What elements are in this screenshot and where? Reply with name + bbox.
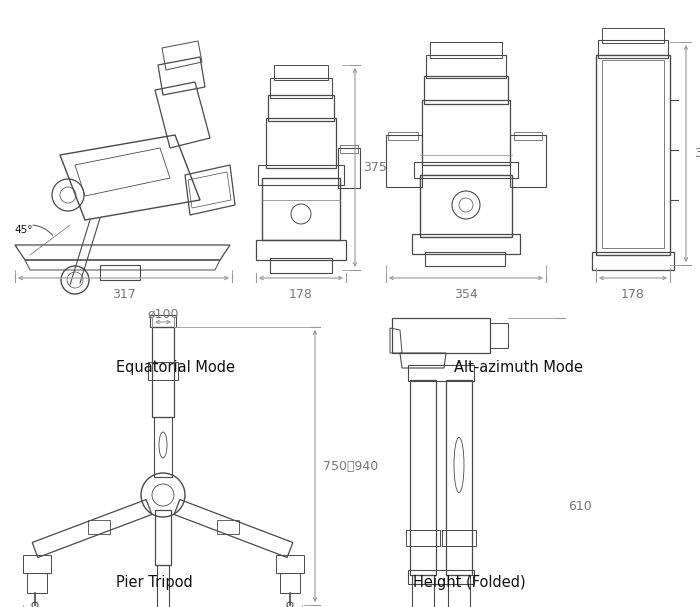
Text: Pier Tripod: Pier Tripod <box>116 575 192 590</box>
Bar <box>154 417 172 477</box>
Bar <box>338 148 360 188</box>
Bar <box>266 118 336 168</box>
Bar <box>592 252 674 270</box>
Text: 750～940: 750～940 <box>323 459 378 472</box>
Bar <box>602 60 664 248</box>
Text: 375: 375 <box>363 161 387 174</box>
Bar <box>422 100 510 165</box>
Text: Equatorial Mode: Equatorial Mode <box>116 360 234 375</box>
Bar <box>88 520 110 534</box>
Text: Alt-azimuth Mode: Alt-azimuth Mode <box>454 360 582 375</box>
Bar <box>270 78 332 98</box>
Bar <box>148 362 178 380</box>
Bar <box>27 573 47 593</box>
Bar <box>442 530 476 546</box>
Bar <box>262 178 340 240</box>
Text: 354: 354 <box>454 288 478 301</box>
Bar <box>410 380 436 575</box>
Bar <box>412 575 434 607</box>
Bar <box>598 40 668 58</box>
Bar <box>388 132 418 140</box>
Bar <box>152 327 174 417</box>
Bar <box>425 252 505 266</box>
Text: 610: 610 <box>568 500 592 513</box>
Bar <box>430 42 502 58</box>
Bar <box>100 265 140 280</box>
Bar <box>408 365 474 381</box>
Bar <box>490 323 508 348</box>
Bar <box>392 318 490 353</box>
Bar <box>23 555 51 573</box>
Bar <box>386 135 422 187</box>
Text: 178: 178 <box>621 288 645 301</box>
Text: ø100: ø100 <box>147 308 178 321</box>
Bar <box>424 76 508 104</box>
Bar <box>268 95 334 121</box>
Bar <box>155 510 171 565</box>
Bar <box>510 135 546 187</box>
Bar <box>446 380 472 575</box>
Bar <box>270 258 332 273</box>
Bar <box>408 570 474 584</box>
Bar <box>150 315 176 327</box>
Bar <box>276 555 304 573</box>
Bar <box>157 565 169 607</box>
Text: 317: 317 <box>111 288 135 301</box>
Bar <box>280 573 300 593</box>
Bar <box>448 575 470 607</box>
Text: Height (Folded): Height (Folded) <box>413 575 525 590</box>
Bar <box>340 145 358 153</box>
Bar <box>426 55 506 78</box>
Bar <box>420 175 512 237</box>
Bar <box>258 165 344 185</box>
Bar <box>274 65 328 80</box>
Text: 45°: 45° <box>14 225 32 235</box>
Text: 328: 328 <box>694 147 700 160</box>
Bar <box>406 530 440 546</box>
Bar <box>256 240 346 260</box>
Bar <box>596 55 670 255</box>
Text: 178: 178 <box>289 288 313 301</box>
Bar <box>514 132 542 140</box>
Bar <box>414 162 518 178</box>
Bar <box>412 234 520 254</box>
Bar <box>217 520 239 534</box>
Bar <box>602 28 664 43</box>
